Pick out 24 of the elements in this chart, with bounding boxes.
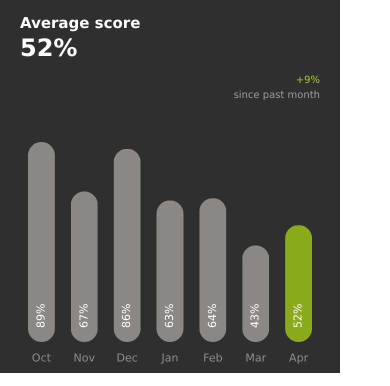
data-label: 86% bbox=[120, 304, 134, 328]
bar bbox=[156, 200, 184, 342]
x-tick-label: Feb bbox=[203, 352, 223, 364]
bar bbox=[70, 191, 98, 342]
data-label: 67% bbox=[77, 304, 90, 328]
x-tick-label: Apr bbox=[289, 352, 309, 364]
text: since past month bbox=[234, 90, 320, 101]
data-label: 43% bbox=[248, 304, 262, 328]
bar bbox=[285, 225, 312, 342]
text: +9% bbox=[296, 75, 320, 86]
data-label: 64% bbox=[206, 304, 219, 328]
x-tick-label: Nov bbox=[74, 352, 96, 364]
x-tick-label: Jan bbox=[160, 352, 178, 364]
data-label: 89% bbox=[34, 304, 48, 328]
data-label: 63% bbox=[163, 304, 176, 328]
x-tick-label: Mar bbox=[245, 352, 267, 364]
chart-title: Average score bbox=[20, 14, 140, 32]
bar bbox=[199, 198, 226, 342]
bar bbox=[28, 142, 55, 342]
x-tick-label: Dec bbox=[116, 352, 138, 364]
bar bbox=[114, 148, 141, 342]
chart-subtitle: 52% bbox=[20, 34, 78, 62]
x-tick-label: Oct bbox=[32, 352, 52, 364]
data-label: 52% bbox=[292, 304, 305, 328]
